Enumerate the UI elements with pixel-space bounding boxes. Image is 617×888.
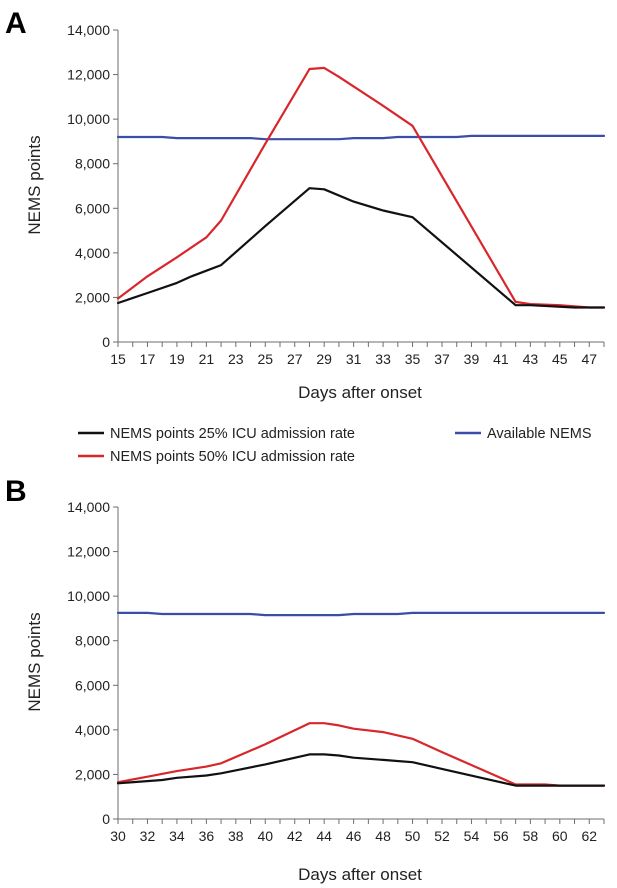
panel-b-x-tick-label: 44 — [316, 828, 332, 844]
panel-a-letter: A — [5, 7, 27, 40]
panel-b-x-ticks: 30 32 34 36 38 40 42 44 46 48 50 52 54 56 58 60 62 — [110, 819, 605, 844]
legend-item-50-percent: NEMS points 50% ICU admission rate — [78, 449, 355, 465]
panel-a: A NEMS points Days after onset 0 2,000 4,0… — [5, 7, 606, 402]
legend-label-available: Available NEMS — [487, 426, 592, 442]
panel-a-y-tick-label: 0 — [102, 334, 110, 350]
panel-a-x-ticks: 15 17 19 21 23 25 27 29 31 33 35 37 39 41 43 45 47 — [110, 342, 605, 367]
panel-a-y-tick-label: 8,000 — [75, 156, 110, 172]
panel-b-series-available-nems — [116, 611, 606, 617]
panel-b-y-tick-label: 14,000 — [67, 499, 110, 515]
panel-a-x-axis-title: Days after onset — [298, 383, 422, 402]
panel-b-x-tick-label: 46 — [346, 828, 362, 844]
panel-a-series-nems-points-25-icu-admission-rate — [116, 187, 606, 309]
panel-b-x-tick-label: 36 — [199, 828, 215, 844]
panel-a-x-tick-label: 29 — [316, 351, 332, 367]
panel-b-x-tick-label: 42 — [287, 828, 303, 844]
panel-b-x-tick-label: 38 — [228, 828, 244, 844]
panel-a-y-tick-label: 2,000 — [75, 289, 110, 305]
panel-b-y-tick-label: 12,000 — [67, 544, 110, 560]
panel-b-x-axis-title: Days after onset — [298, 865, 422, 884]
panel-a-y-axis-title: NEMS points — [25, 135, 44, 234]
panel-a-x-tick-label: 39 — [464, 351, 480, 367]
panel-a-y-tick-label: 14,000 — [67, 22, 110, 38]
panel-b-x-tick-label: 58 — [523, 828, 539, 844]
panel-b-y-tick-label: 0 — [102, 811, 110, 827]
panel-b: B NEMS points Days after onset 0 2,000 4,0… — [5, 475, 606, 884]
panel-b-y-tick-label: 10,000 — [67, 588, 110, 604]
legend-item-25-percent: NEMS points 25% ICU admission rate — [78, 426, 355, 442]
panel-a-x-tick-label: 41 — [493, 351, 509, 367]
legend-item-available: Available NEMS — [455, 426, 592, 442]
panel-b-x-tick-label: 40 — [257, 828, 273, 844]
panel-b-y-tick-label: 2,000 — [75, 766, 110, 782]
legend: NEMS points 25% ICU admission rate Avail… — [78, 426, 592, 465]
panel-a-y-tick-label: 10,000 — [67, 111, 110, 127]
panel-b-y-tick-label: 8,000 — [75, 633, 110, 649]
panel-b-x-tick-label: 48 — [375, 828, 391, 844]
panel-a-series-available-nems — [116, 134, 606, 141]
panel-a-x-tick-label: 33 — [375, 351, 391, 367]
panel-a-x-tick-label: 19 — [169, 351, 185, 367]
panel-a-y-tick-label: 4,000 — [75, 245, 110, 261]
legend-label-50-percent: NEMS points 50% ICU admission rate — [110, 449, 355, 465]
panel-a-x-tick-label: 43 — [523, 351, 539, 367]
panel-a-axes — [117, 30, 604, 343]
panel-b-x-tick-label: 62 — [581, 828, 597, 844]
panel-b-x-tick-label: 52 — [434, 828, 450, 844]
panel-a-series — [116, 66, 606, 309]
panel-b-x-tick-label: 32 — [140, 828, 156, 844]
panel-b-series-nems-points-25-icu-admission-rate — [116, 753, 606, 787]
panel-a-x-tick-label: 25 — [257, 351, 273, 367]
panel-b-series — [116, 611, 606, 787]
panel-b-x-tick-label: 50 — [405, 828, 421, 844]
panel-b-x-tick-label: 30 — [110, 828, 126, 844]
panel-a-x-tick-label: 31 — [346, 351, 362, 367]
panel-b-y-axis-title: NEMS points — [25, 612, 44, 711]
legend-label-25-percent: NEMS points 25% ICU admission rate — [110, 426, 355, 442]
panel-a-x-tick-label: 21 — [199, 351, 215, 367]
panel-a-y-tick-label: 6,000 — [75, 200, 110, 216]
panel-b-x-tick-label: 60 — [552, 828, 568, 844]
panel-a-x-tick-label: 37 — [434, 351, 450, 367]
panel-a-x-tick-label: 35 — [405, 351, 421, 367]
panel-a-y-tick-label: 12,000 — [67, 67, 110, 83]
panel-a-x-tick-label: 47 — [581, 351, 597, 367]
panel-a-x-tick-label: 45 — [552, 351, 568, 367]
panel-b-y-tick-label: 4,000 — [75, 722, 110, 738]
panel-a-x-tick-label: 23 — [228, 351, 244, 367]
panel-a-y-ticks: 0 2,000 4,000 6,000 8,000 10,000 12,000 14,000 — [67, 22, 118, 350]
panel-a-x-tick-label: 17 — [140, 351, 156, 367]
panel-b-y-tick-label: 6,000 — [75, 677, 110, 693]
panel-b-y-ticks: 0 2,000 4,000 6,000 8,000 10,000 12,000 14,000 — [67, 499, 118, 827]
panel-a-x-tick-label: 15 — [110, 351, 126, 367]
panel-b-x-tick-label: 34 — [169, 828, 185, 844]
panel-b-axes — [117, 507, 604, 820]
panel-b-x-tick-label: 54 — [464, 828, 480, 844]
panel-b-x-tick-label: 56 — [493, 828, 509, 844]
panel-a-series-nems-points-50-icu-admission-rate — [116, 66, 606, 309]
panel-b-letter: B — [5, 475, 27, 508]
panel-a-x-tick-label: 27 — [287, 351, 303, 367]
